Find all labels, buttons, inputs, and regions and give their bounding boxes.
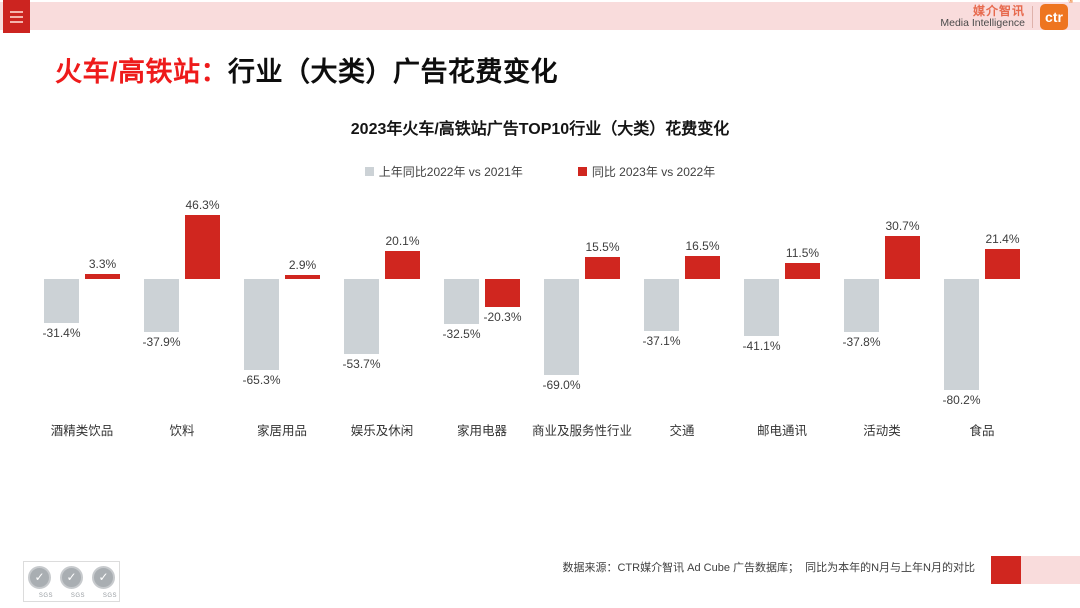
value-label: -20.3% bbox=[483, 310, 522, 325]
legend-swatch-gray bbox=[364, 167, 374, 176]
sgs-seal: ✓ SGS bbox=[58, 564, 85, 600]
chart-group: -69.0% 15.5% 商业及服务性行业 bbox=[532, 190, 640, 445]
legend-label: 同比 2023年 vs 2022年 bbox=[591, 165, 716, 179]
chart-group: -37.9% 46.3% 饮料 bbox=[140, 190, 240, 445]
value-label: -31.4% bbox=[42, 325, 81, 340]
value-label: -69.0% bbox=[542, 377, 581, 392]
category-label: 邮电通讯 bbox=[756, 424, 808, 438]
category-label: 家居用品 bbox=[256, 424, 308, 438]
brand-name-en: Media Intelligence bbox=[940, 16, 1025, 29]
top-bar bbox=[0, 2, 1080, 30]
chart-group: -41.1% 11.5% 邮电通讯 bbox=[740, 190, 840, 445]
value-label: 15.5% bbox=[585, 240, 620, 255]
value-label: 46.3% bbox=[185, 197, 220, 212]
sgs-check-icon: ✓ bbox=[60, 565, 83, 589]
bar-chart: -31.4% 3.3% 酒精类饮品 -37.9% 46.3% 饮料 -65.3% 2.9% 家居… bbox=[40, 190, 1040, 445]
data-source-note: 数据来源：CTR媒介智讯 Ad Cube 广告数据库； 同比为本年的N月与上年N… bbox=[562, 562, 975, 574]
bar-previous-yoy bbox=[744, 279, 779, 337]
sgs-label: SGS bbox=[38, 592, 53, 599]
brand-divider bbox=[1032, 6, 1033, 28]
sgs-label: SGS bbox=[70, 592, 85, 599]
value-label: -65.3% bbox=[242, 372, 281, 387]
value-label: -37.1% bbox=[642, 333, 681, 348]
value-label: -37.9% bbox=[142, 334, 181, 349]
category-label: 活动类 bbox=[863, 424, 901, 438]
sgs-seal: ✓ SGS bbox=[26, 564, 53, 600]
hamburger-icon bbox=[10, 20, 23, 23]
chart-group: -37.8% 30.7% 活动类 bbox=[840, 190, 940, 445]
bar-previous-yoy bbox=[544, 279, 579, 375]
ctr-logo: ctr ® bbox=[1040, 0, 1073, 30]
category-label: 酒精类饮品 bbox=[50, 424, 114, 438]
ctr-logo-text: ctr bbox=[1045, 9, 1063, 25]
chart-group: -53.7% 20.1% 娱乐及休闲 bbox=[340, 190, 440, 445]
category-label: 食品 bbox=[969, 424, 995, 438]
category-label: 饮料 bbox=[169, 424, 195, 438]
value-label: 30.7% bbox=[885, 219, 920, 234]
bar-current-yoy bbox=[685, 256, 720, 279]
footer-deco-pink bbox=[1021, 556, 1080, 584]
chart-group: -31.4% 3.3% 酒精类饮品 bbox=[40, 190, 140, 445]
category-label: 商业及服务性行业 bbox=[531, 424, 633, 438]
brand-name-cn: 媒介智讯 bbox=[972, 4, 1025, 19]
category-label: 交通 bbox=[669, 424, 695, 438]
value-label: 20.1% bbox=[385, 234, 420, 249]
bar-current-yoy bbox=[185, 214, 220, 279]
sgs-check-icon: ✓ bbox=[92, 565, 115, 589]
bar-current-yoy bbox=[85, 274, 120, 279]
legend-item-current: 同比 2023年 vs 2022年 bbox=[577, 163, 716, 180]
value-label: 21.4% bbox=[985, 232, 1020, 247]
registered-mark: ® bbox=[1068, 0, 1073, 5]
value-label: 3.3% bbox=[88, 257, 117, 272]
chart-group: -32.5% -20.3% 家用电器 bbox=[440, 190, 540, 445]
legend-item-previous: 上年同比2022年 vs 2021年 bbox=[364, 163, 523, 180]
brand-logo: 媒介智讯 Media Intelligence ctr ® bbox=[940, 0, 1073, 30]
value-label: -37.8% bbox=[842, 334, 881, 349]
category-label: 娱乐及休闲 bbox=[350, 424, 414, 438]
chart-group: -80.2% 21.4% 食品 bbox=[940, 190, 1040, 445]
footer-deco-red bbox=[991, 556, 1021, 584]
bar-current-yoy bbox=[385, 251, 420, 279]
value-label: -80.2% bbox=[942, 393, 981, 408]
bar-current-yoy bbox=[485, 279, 520, 308]
bar-previous-yoy bbox=[144, 279, 179, 332]
chart-title: 2023年火车/高铁站广告TOP10行业（大类）花费变化 bbox=[350, 121, 730, 138]
bar-current-yoy bbox=[985, 249, 1020, 279]
bar-previous-yoy bbox=[844, 279, 879, 332]
value-label: 2.9% bbox=[288, 257, 317, 272]
bar-current-yoy bbox=[885, 236, 920, 279]
value-label: 11.5% bbox=[785, 246, 820, 261]
page-title-rest: 行业（大类）广告花费变化 bbox=[228, 57, 559, 87]
brand-text: 媒介智讯 Media Intelligence bbox=[940, 5, 1025, 29]
sgs-label: SGS bbox=[102, 592, 117, 599]
value-label: -53.7% bbox=[342, 356, 381, 371]
bar-previous-yoy bbox=[244, 279, 279, 370]
bar-previous-yoy bbox=[44, 279, 79, 323]
page-title-highlight: 火车/高铁站： bbox=[55, 57, 229, 87]
chart-group: -37.1% 16.5% 交通 bbox=[640, 190, 740, 445]
hamburger-icon bbox=[10, 15, 23, 18]
hamburger-icon bbox=[10, 10, 23, 13]
sgs-certification: ✓ SGS ✓ SGS ✓ SGS bbox=[23, 561, 120, 602]
value-label: -32.5% bbox=[442, 327, 481, 342]
bar-current-yoy bbox=[285, 274, 320, 279]
value-label: -41.1% bbox=[742, 339, 781, 354]
page-title: 火车/高铁站：行业（大类）广告花费变化 bbox=[55, 50, 558, 89]
legend-swatch-red bbox=[577, 167, 587, 176]
bar-current-yoy bbox=[585, 257, 620, 279]
sgs-check-icon: ✓ bbox=[28, 565, 51, 589]
menu-button[interactable] bbox=[3, 0, 30, 33]
legend-label: 上年同比2022年 vs 2021年 bbox=[378, 165, 523, 179]
chart-legend: 上年同比2022年 vs 2021年 同比 2023年 vs 2022年 bbox=[0, 163, 1080, 180]
bar-current-yoy bbox=[785, 263, 820, 279]
bar-previous-yoy bbox=[644, 279, 679, 331]
bar-previous-yoy bbox=[444, 279, 479, 325]
bar-previous-yoy bbox=[944, 279, 979, 391]
chart-group: -65.3% 2.9% 家居用品 bbox=[240, 190, 340, 445]
sgs-seal: ✓ SGS bbox=[90, 564, 117, 600]
value-label: 16.5% bbox=[685, 239, 720, 254]
bar-previous-yoy bbox=[344, 279, 379, 354]
category-label: 家用电器 bbox=[456, 424, 508, 438]
